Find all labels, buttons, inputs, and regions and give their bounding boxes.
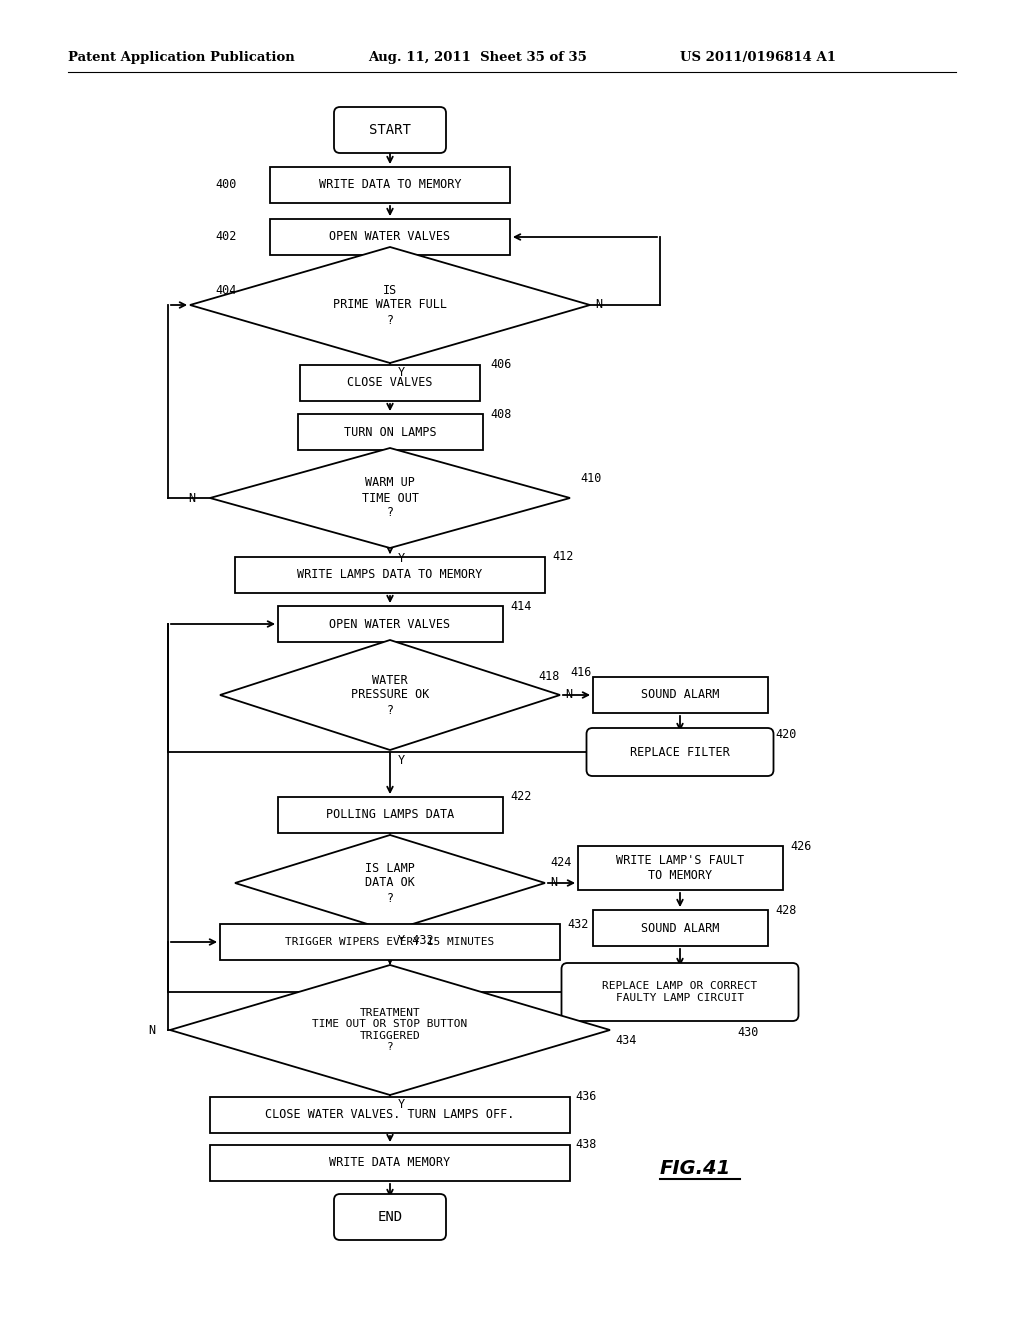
FancyBboxPatch shape: [593, 909, 768, 946]
FancyBboxPatch shape: [298, 414, 482, 450]
FancyBboxPatch shape: [210, 1097, 570, 1133]
Text: WRITE DATA TO MEMORY: WRITE DATA TO MEMORY: [318, 178, 461, 191]
FancyBboxPatch shape: [278, 797, 503, 833]
Text: 432: 432: [567, 917, 589, 931]
Text: Y: Y: [398, 367, 406, 380]
FancyBboxPatch shape: [234, 557, 545, 593]
Text: 402: 402: [215, 231, 237, 243]
Text: 428: 428: [775, 903, 797, 916]
Text: Aug. 11, 2011  Sheet 35 of 35: Aug. 11, 2011 Sheet 35 of 35: [368, 51, 587, 65]
FancyBboxPatch shape: [561, 964, 799, 1020]
Text: 436: 436: [575, 1090, 596, 1104]
Text: POLLING LAMPS DATA: POLLING LAMPS DATA: [326, 808, 454, 821]
FancyBboxPatch shape: [220, 924, 560, 960]
Text: Y: Y: [398, 1098, 406, 1111]
Text: N: N: [565, 689, 572, 701]
Text: 406: 406: [490, 359, 511, 371]
Text: 424: 424: [550, 857, 571, 870]
Text: OPEN WATER VALVES: OPEN WATER VALVES: [330, 618, 451, 631]
Text: WRITE LAMPS DATA TO MEMORY: WRITE LAMPS DATA TO MEMORY: [297, 569, 482, 582]
Text: 426: 426: [790, 840, 811, 853]
FancyBboxPatch shape: [334, 1195, 446, 1239]
Text: OPEN WATER VALVES: OPEN WATER VALVES: [330, 231, 451, 243]
Text: END: END: [378, 1210, 402, 1224]
Text: CLOSE WATER VALVES. TURN LAMPS OFF.: CLOSE WATER VALVES. TURN LAMPS OFF.: [265, 1109, 515, 1122]
Text: 418: 418: [538, 671, 559, 684]
Text: IS
PRIME WATER FULL
?: IS PRIME WATER FULL ?: [333, 284, 447, 326]
Text: SOUND ALARM: SOUND ALARM: [641, 921, 719, 935]
Text: N: N: [550, 876, 557, 890]
Text: 404: 404: [215, 284, 237, 297]
FancyBboxPatch shape: [270, 219, 510, 255]
Text: WATER
PRESSURE OK
?: WATER PRESSURE OK ?: [351, 673, 429, 717]
Text: 416: 416: [570, 667, 592, 680]
Text: TREATMENT
TIME OUT OR STOP BUTTON
TRIGGERED
?: TREATMENT TIME OUT OR STOP BUTTON TRIGGE…: [312, 1007, 468, 1052]
Text: Patent Application Publication: Patent Application Publication: [68, 51, 295, 65]
FancyBboxPatch shape: [270, 168, 510, 203]
Text: N: N: [595, 298, 602, 312]
Text: WRITE DATA MEMORY: WRITE DATA MEMORY: [330, 1156, 451, 1170]
FancyBboxPatch shape: [300, 366, 480, 401]
Text: N: N: [148, 1023, 155, 1036]
Polygon shape: [210, 447, 570, 548]
Polygon shape: [234, 836, 545, 931]
FancyBboxPatch shape: [587, 729, 773, 776]
Text: CLOSE VALVES: CLOSE VALVES: [347, 376, 433, 389]
Text: Y: Y: [398, 552, 406, 565]
Text: Y 432: Y 432: [398, 935, 433, 948]
Polygon shape: [220, 640, 560, 750]
Text: 408: 408: [490, 408, 511, 421]
Polygon shape: [190, 247, 590, 363]
Text: REPLACE FILTER: REPLACE FILTER: [630, 746, 730, 759]
Text: 410: 410: [580, 471, 601, 484]
Text: N: N: [188, 491, 196, 504]
FancyBboxPatch shape: [210, 1144, 570, 1181]
Text: WRITE LAMP'S FAULT
TO MEMORY: WRITE LAMP'S FAULT TO MEMORY: [615, 854, 744, 882]
Text: 414: 414: [510, 599, 531, 612]
Text: 422: 422: [510, 791, 531, 804]
Text: SOUND ALARM: SOUND ALARM: [641, 689, 719, 701]
Text: START: START: [369, 123, 411, 137]
Text: Y: Y: [398, 754, 406, 767]
Text: TURN ON LAMPS: TURN ON LAMPS: [344, 425, 436, 438]
FancyBboxPatch shape: [334, 107, 446, 153]
Text: REPLACE LAMP OR CORRECT
FAULTY LAMP CIRCUIT: REPLACE LAMP OR CORRECT FAULTY LAMP CIRC…: [602, 981, 758, 1003]
Text: 438: 438: [575, 1138, 596, 1151]
Text: WARM UP
TIME OUT
?: WARM UP TIME OUT ?: [361, 477, 419, 520]
Text: US 2011/0196814 A1: US 2011/0196814 A1: [680, 51, 836, 65]
FancyBboxPatch shape: [278, 606, 503, 642]
Text: 434: 434: [615, 1034, 636, 1047]
Text: 400: 400: [215, 178, 237, 191]
Text: FIG.41: FIG.41: [660, 1159, 731, 1177]
FancyBboxPatch shape: [578, 846, 782, 890]
Polygon shape: [170, 965, 610, 1096]
Text: TRIGGER WIPERS EVERY 15 MINUTES: TRIGGER WIPERS EVERY 15 MINUTES: [286, 937, 495, 946]
Text: 420: 420: [775, 727, 797, 741]
Text: 430: 430: [737, 1026, 759, 1039]
FancyBboxPatch shape: [593, 677, 768, 713]
Text: 412: 412: [552, 550, 573, 564]
Text: IS LAMP
DATA OK
?: IS LAMP DATA OK ?: [366, 862, 415, 904]
